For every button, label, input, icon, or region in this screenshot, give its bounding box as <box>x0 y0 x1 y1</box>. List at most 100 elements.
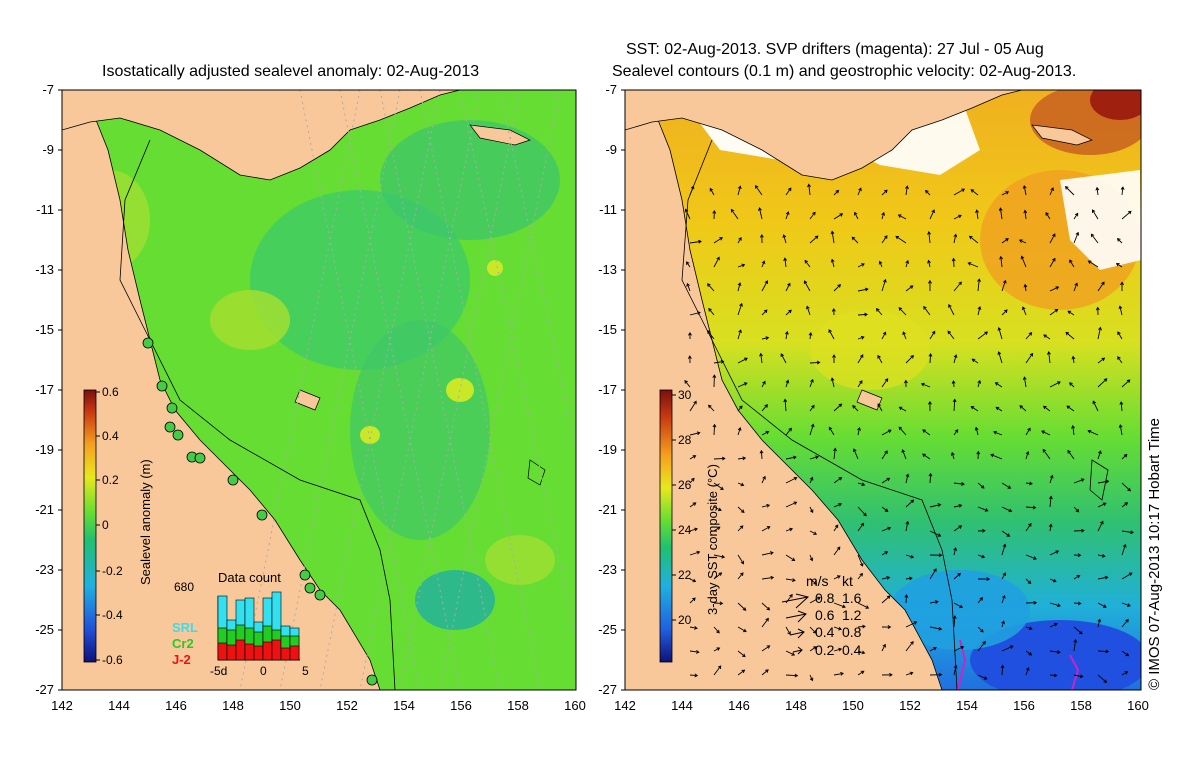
velocity-arrow <box>759 449 764 460</box>
right-colorbar <box>659 389 673 663</box>
velocity-arrow <box>830 377 835 388</box>
velocity-arrow <box>833 476 843 484</box>
velocity-arrow <box>951 380 956 388</box>
velocity-arrow <box>830 258 835 268</box>
velocity-arrow <box>929 553 943 558</box>
velocity-arrow <box>689 185 695 196</box>
right-y-tick: -27 <box>598 682 617 697</box>
velocity-arrow <box>737 602 747 611</box>
velocity-legend-ms: 0.6 <box>815 607 835 623</box>
data-count-title: Data count <box>218 570 281 585</box>
right-x-tick: 148 <box>785 698 807 713</box>
velocity-arrow <box>737 626 747 633</box>
velocity-arrow <box>1097 326 1102 340</box>
velocity-arrow <box>953 602 964 609</box>
velocity-arrow <box>857 482 866 487</box>
velocity-arrow <box>1097 502 1107 508</box>
velocity-arrow <box>1073 638 1078 652</box>
velocity-arrow <box>977 379 982 388</box>
velocity-arrow <box>952 398 957 412</box>
velocity-arrow <box>857 263 865 268</box>
velocity-arrow <box>809 476 814 484</box>
velocity-legend-kt: 1.2 <box>842 607 862 623</box>
velocity-arrow <box>977 626 984 633</box>
right-colorbar-label: 3-day SST composite (°C) <box>705 464 720 615</box>
velocity-arrow <box>689 311 701 316</box>
velocity-arrow <box>737 329 742 340</box>
velocity-arrow <box>1097 479 1110 484</box>
velocity-arrow <box>684 208 691 220</box>
left-y-tick: -15 <box>35 322 54 337</box>
velocity-arrow <box>708 404 715 412</box>
velocity-legend-ms: 0.2 <box>815 642 835 658</box>
velocity-arrow <box>881 551 889 556</box>
velocity-arrow <box>1095 186 1100 196</box>
velocity-arrow <box>953 354 958 364</box>
velocity-arrow <box>689 550 701 556</box>
velocity-arrow <box>809 404 815 412</box>
velocity-arrow <box>1071 355 1076 364</box>
velocity-arrow <box>761 575 775 580</box>
velocity-arrow <box>785 476 798 484</box>
velocity-arrow <box>1023 283 1028 292</box>
velocity-arrow <box>809 596 821 604</box>
velocity-arrow <box>1115 263 1123 268</box>
velocity-arrow <box>922 453 931 460</box>
velocity-arrow <box>713 601 724 606</box>
velocity-arrow <box>830 230 835 244</box>
data-count-max: 680 <box>174 580 195 594</box>
left-map-title: Isostatically adjusted sealevel anomaly:… <box>102 63 480 80</box>
left-colorbar <box>83 389 97 663</box>
velocity-arrow <box>804 259 811 268</box>
velocity-arrow <box>761 309 768 316</box>
velocity-arrow <box>833 503 843 508</box>
velocity-arrow <box>783 257 788 268</box>
velocity-arrow <box>1049 578 1057 583</box>
velocity-arrow <box>689 597 696 604</box>
velocity-arrow <box>952 615 957 628</box>
velocity-arrow <box>713 237 723 244</box>
velocity-legend-ms: 0.4 <box>815 624 835 640</box>
velocity-arrow <box>857 312 868 317</box>
velocity-arrow <box>857 380 863 388</box>
legend-cr2: Cr2 <box>172 636 194 651</box>
left-colorbar-tick: -0.2 <box>102 564 123 578</box>
velocity-arrow <box>953 547 958 556</box>
velocity-arrow <box>1097 674 1108 683</box>
velocity-arrow <box>1121 650 1130 657</box>
velocity-arrow <box>881 477 891 484</box>
velocity-arrow <box>761 475 766 484</box>
velocity-arrow <box>881 331 887 340</box>
velocity-arrow <box>782 234 787 244</box>
velocity-arrow <box>1049 602 1061 608</box>
velocity-arrow <box>689 239 702 244</box>
velocity-arrow <box>833 647 843 652</box>
left-colorbar-tick: 0.6 <box>102 385 119 399</box>
velocity-arrow <box>1073 506 1080 513</box>
velocity-arrow <box>1025 554 1037 560</box>
velocity-arrow <box>928 279 932 292</box>
velocity-arrow <box>1001 645 1014 652</box>
velocity-arrow <box>881 450 888 460</box>
velocity-arrow <box>713 359 725 364</box>
velocity-arrow <box>1097 450 1102 460</box>
velocity-arrow <box>761 617 769 628</box>
velocity-arrow <box>1022 185 1027 196</box>
velocity-arrow <box>1018 239 1027 244</box>
velocity-arrow <box>947 330 955 340</box>
velocity-arrow <box>928 400 932 412</box>
velocity-arrow <box>929 626 943 631</box>
velocity-arrow <box>833 671 844 676</box>
velocity-arrow <box>1073 282 1078 292</box>
velocity-arrow <box>1121 379 1131 388</box>
velocity-arrow <box>929 672 943 677</box>
velocity-arrow <box>953 233 958 244</box>
velocity-arrow <box>977 597 984 604</box>
velocity-arrow <box>977 674 988 680</box>
left-y-tick: -17 <box>35 382 54 397</box>
velocity-arrow <box>712 423 717 436</box>
velocity-arrow <box>809 506 814 514</box>
velocity-arrow <box>780 353 787 364</box>
right-map-title-line1: SST: 02-Aug-2013. SVP drifters (magenta)… <box>626 41 1044 58</box>
velocity-arrow <box>1097 553 1106 558</box>
